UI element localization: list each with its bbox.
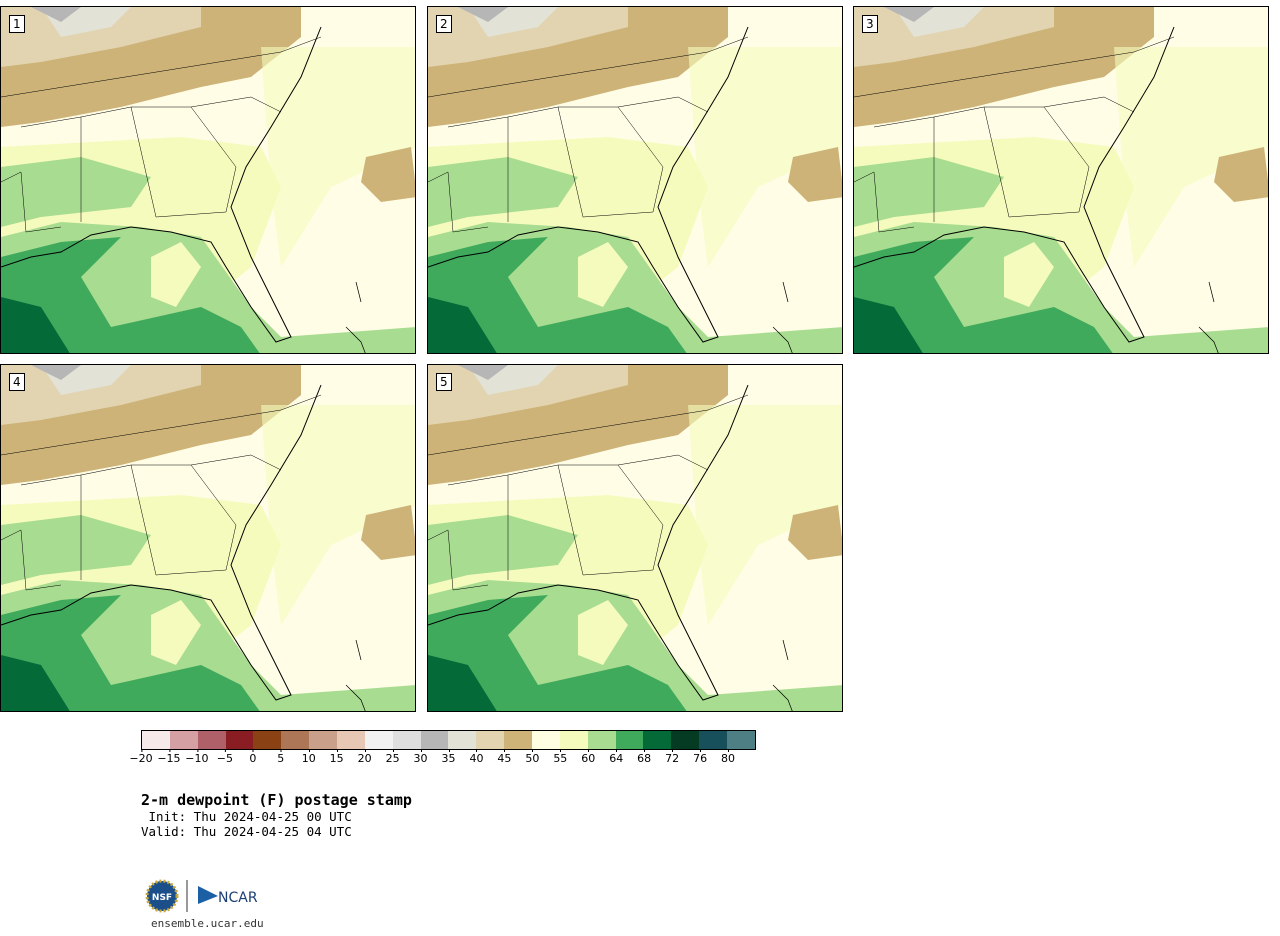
- ensemble-member-panel-1: 1: [0, 6, 416, 354]
- colorbar-tick-label: 80: [721, 749, 736, 765]
- map-image: [428, 7, 842, 353]
- colorbar-segment: [643, 731, 672, 749]
- colorbar-tick-label: 15: [329, 749, 344, 765]
- valid-time: Valid: Thu 2024-04-25 04 UTC: [141, 824, 352, 839]
- colorbar-segment: [337, 731, 365, 749]
- colorbar-tick-label: 10: [301, 749, 316, 765]
- colorbar-segment: [253, 731, 282, 749]
- site-url[interactable]: ensemble.ucar.edu: [151, 917, 264, 930]
- colorbar-segment: [225, 731, 254, 749]
- colorbar-tick-label: 50: [525, 749, 540, 765]
- colorbar-tick-label: 30: [413, 749, 428, 765]
- colorbar-segment: [392, 731, 421, 749]
- colorbar-tick-label: 72: [665, 749, 680, 765]
- colorbar-segment: [476, 731, 505, 749]
- member-label: 2: [436, 15, 452, 33]
- ensemble-member-panel-4: 4: [0, 364, 416, 712]
- colorbar-segment: [197, 731, 226, 749]
- colorbar-tick-label: 76: [693, 749, 708, 765]
- member-label: 5: [436, 373, 452, 391]
- colorbar-segment: [281, 731, 310, 749]
- ensemble-member-panel-3: 3: [853, 6, 1269, 354]
- colorbar-ticks: −20 −15 −10 −5 0 5 10 15 20 25 30 35 40 45 50 55 60 64 68 7…: [129, 749, 756, 772]
- colorbar-segment: [532, 731, 560, 749]
- colorbar-tick-label: 5: [277, 749, 285, 765]
- colorbar-tick-label: 68: [637, 749, 652, 765]
- colorbar-tick-label: −20: [129, 749, 153, 765]
- map-image: [854, 7, 1268, 353]
- colorbar-segment: [169, 731, 198, 749]
- ncar-logo-text: NCAR: [218, 890, 258, 906]
- colorbar-segment: [504, 731, 533, 749]
- member-label: 4: [9, 373, 25, 391]
- colorbar-segment: [727, 731, 755, 749]
- map-image: [1, 7, 415, 353]
- map-image: [1, 365, 415, 711]
- colorbar-tick-label: 55: [553, 749, 568, 765]
- ensemble-member-panel-2: 2: [427, 6, 843, 354]
- colorbar-segment: [364, 731, 393, 749]
- colorbar-tick-label: −10: [185, 749, 209, 765]
- member-label: 1: [9, 15, 25, 33]
- colorbar-tick-label: −15: [157, 749, 181, 765]
- colorbar-tick-label: −5: [216, 749, 233, 765]
- colorbar-tick-label: 45: [497, 749, 512, 765]
- colorbar-tick-label: 20: [357, 749, 372, 765]
- ensemble-member-panel-5: 5: [427, 364, 843, 712]
- colorbar-tick-label: 60: [581, 749, 596, 765]
- colorbar-tick-label: 0: [249, 749, 257, 765]
- colorbar-segment: [559, 731, 588, 749]
- colorbar-tick-label: 25: [385, 749, 400, 765]
- colorbar: [141, 730, 756, 750]
- map-image: [428, 365, 842, 711]
- colorbar-tick-label: 64: [609, 749, 624, 765]
- colorbar-segment: [699, 731, 728, 749]
- colorbar-segment: [309, 731, 338, 749]
- colorbar-segment: [615, 731, 644, 749]
- colorbar-tick-label: 35: [441, 749, 456, 765]
- member-label: 3: [862, 15, 878, 33]
- init-time: Init: Thu 2024-04-25 00 UTC: [141, 809, 352, 824]
- colorbar-segment: [142, 731, 170, 749]
- figure-title: 2-m dewpoint (F) postage stamp: [141, 791, 412, 809]
- nsf-logo-text: NSF: [152, 893, 172, 903]
- nsf-ncar-logo: NSF NCAR: [144, 878, 274, 918]
- colorbar-segment: [671, 731, 700, 749]
- colorbar-segment: [420, 731, 449, 749]
- colorbar-segment: [448, 731, 477, 749]
- colorbar-segment: [587, 731, 616, 749]
- colorbar-tick-label: 40: [469, 749, 484, 765]
